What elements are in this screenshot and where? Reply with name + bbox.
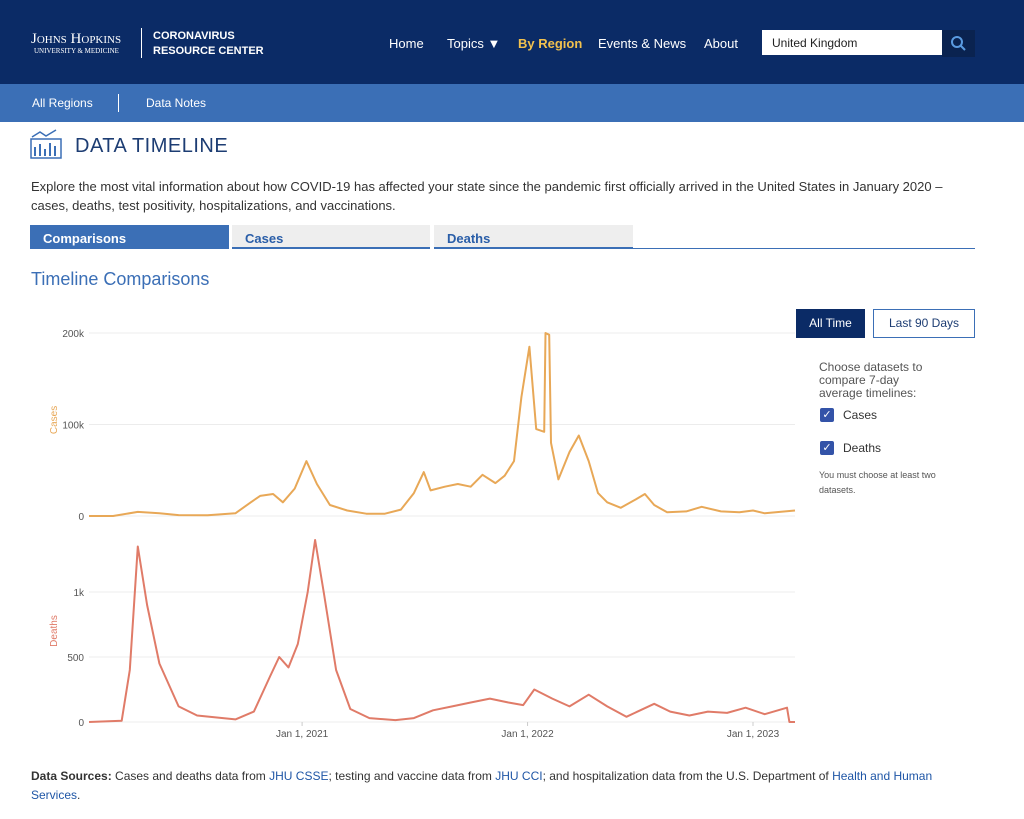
tab[interactable]: Comparisons — [30, 225, 229, 249]
search-input[interactable]: United Kingdom — [762, 30, 942, 55]
description: Explore the most vital information about… — [31, 179, 943, 213]
header: Johns Hopkins University & Medicine CORO… — [0, 0, 1024, 84]
x-tick-label: Jan 1, 2021 — [276, 729, 329, 740]
logo[interactable]: Johns Hopkins — [31, 31, 122, 47]
divider — [118, 94, 119, 112]
section-title: Timeline Comparisons — [31, 269, 210, 289]
checkbox[interactable]: ✓ — [820, 408, 834, 422]
nav-link[interactable]: By Region — [518, 36, 583, 51]
y-tick-label: 1k — [73, 588, 85, 599]
nav-link[interactable]: Events & News — [598, 36, 687, 51]
y-tick-label: 500 — [67, 653, 84, 664]
link[interactable]: JHU CCI — [495, 769, 543, 783]
x-tick-label: Jan 1, 2023 — [727, 729, 780, 740]
sources: Data Sources: Cases and deaths data from… — [31, 767, 971, 805]
y-tick-label: 0 — [78, 512, 84, 523]
brand: RESOURCE CENTER — [153, 45, 264, 57]
y-tick-label: 0 — [78, 718, 84, 729]
subnav-link[interactable]: Data Notes — [146, 96, 207, 110]
text: ; testing and vaccine data from — [328, 769, 496, 783]
y-axis-label: Deaths — [49, 615, 60, 647]
search-button[interactable] — [942, 30, 975, 57]
link[interactable]: JHU CSSE — [269, 769, 329, 783]
text: Cases and deaths data from — [111, 769, 270, 783]
tab-rule — [633, 248, 975, 249]
checkbox-label[interactable]: Cases — [843, 408, 878, 422]
page-title: DATA TIMELINE — [75, 135, 229, 157]
logo-sub: University & Medicine — [34, 47, 119, 55]
text: . — [77, 788, 81, 802]
nav-link[interactable]: About — [704, 36, 738, 51]
y-tick-label: 200k — [62, 329, 85, 340]
sources-label: Data Sources: — [31, 769, 112, 783]
range-button[interactable]: Last 90 Days — [873, 309, 975, 338]
dataset-prompt: Choose datasets to compare 7-day average… — [819, 360, 923, 400]
y-axis-label: Cases — [49, 406, 60, 434]
dataset-note: You must choose at least two datasets. — [819, 470, 936, 495]
divider — [141, 28, 142, 58]
brand[interactable]: CORONAVIRUS — [153, 30, 235, 42]
nav-link[interactable]: Home — [389, 36, 424, 51]
y-tick-label: 100k — [62, 421, 85, 432]
checkbox-label[interactable]: Deaths — [843, 441, 882, 455]
search-icon — [951, 36, 966, 51]
nav-link[interactable]: Topics ▼ — [447, 36, 501, 51]
checkbox[interactable]: ✓ — [820, 441, 834, 455]
subnav: All Regions Data Notes — [0, 84, 1024, 122]
tab[interactable]: Deaths — [434, 225, 633, 249]
x-tick-label: Jan 1, 2022 — [501, 729, 554, 740]
text: ; and hospitalization data from the U.S.… — [542, 769, 833, 783]
line — [88, 539, 795, 723]
line — [89, 332, 796, 517]
range-button[interactable]: All Time — [796, 309, 865, 338]
timeline-icon — [30, 129, 62, 159]
chart: 0 100k 200k Cases 0 500 1k Jan 1, 2021 Jan 1, 20… — [49, 329, 796, 740]
link[interactable]: Health and Human Services — [31, 769, 933, 802]
subnav-link[interactable]: All Regions — [32, 96, 93, 110]
tab[interactable]: Cases — [232, 225, 430, 249]
